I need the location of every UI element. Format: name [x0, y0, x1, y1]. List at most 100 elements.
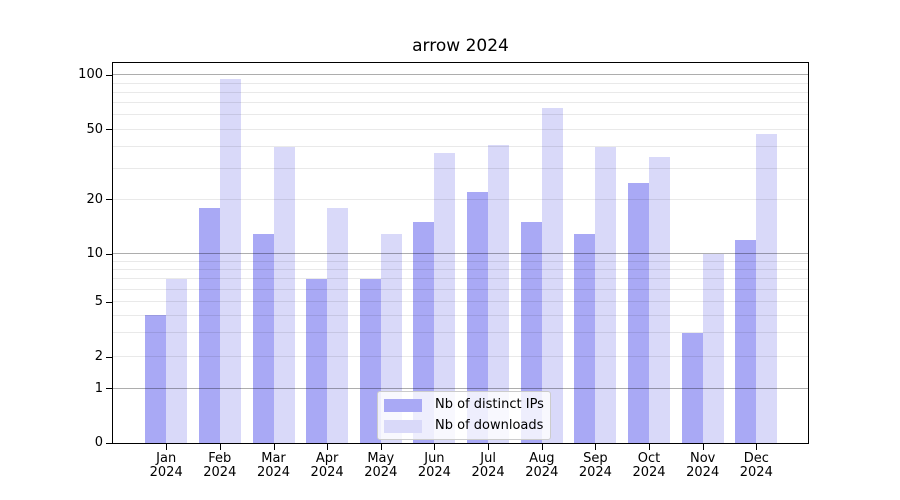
xtick-month: Aug	[529, 451, 555, 466]
gridline-minor-80	[113, 91, 808, 93]
xtick-month: Jun	[424, 451, 445, 466]
plot-area: Nb of distinct IPs Nb of downloads	[112, 62, 809, 444]
gridline-minor-3	[113, 331, 808, 333]
xtick-year: 2024	[310, 465, 344, 480]
xtick-year: 2024	[203, 465, 237, 480]
xtick-mark-apr	[327, 444, 329, 450]
ytick-label-0: 0	[94, 435, 103, 450]
xtick-year: 2024	[364, 465, 398, 480]
xtick-label-apr: Apr 2024	[297, 452, 357, 480]
xtick-year: 2024	[417, 465, 451, 480]
bar-downloads-may	[380, 234, 402, 443]
bar-ips-jun	[413, 222, 435, 443]
ytick-label-100: 100	[78, 67, 103, 83]
legend-label-ips: Nb of distinct IPs	[435, 397, 544, 412]
gridline-minor-90	[113, 82, 808, 84]
gridline-major-10	[113, 253, 808, 255]
xtick-year: 2024	[739, 465, 773, 480]
legend-swatch-ips	[384, 398, 422, 412]
xtick-mark-nov	[702, 444, 704, 450]
xtick-month: Nov	[690, 451, 716, 466]
ytick-label-2: 2	[94, 349, 103, 365]
xtick-label-aug: Aug 2024	[512, 452, 572, 480]
bar-ips-may	[359, 279, 381, 443]
bar-ips-jul	[467, 192, 489, 443]
xtick-label-dec: Dec 2024	[726, 452, 786, 480]
gridline-minor-2	[113, 356, 808, 358]
xtick-label-feb: Feb 2024	[190, 452, 250, 480]
xtick-month: Feb	[208, 451, 232, 466]
gridline-minor-20	[113, 198, 808, 200]
legend-label-downloads: Nb of downloads	[435, 418, 544, 433]
xtick-label-sep: Sep 2024	[565, 452, 625, 480]
bar-ips-oct	[628, 183, 650, 443]
xtick-month: Sep	[583, 451, 608, 466]
bar-ips-dec	[735, 240, 757, 443]
legend-swatch-downloads	[384, 419, 422, 433]
xtick-mark-sep	[595, 444, 597, 450]
gridline-major-100	[113, 74, 808, 76]
xtick-year: 2024	[525, 465, 559, 480]
xtick-month: Oct	[637, 451, 661, 466]
bar-downloads-aug	[541, 108, 563, 443]
ytick-mark-2	[106, 356, 112, 358]
xtick-mark-dec	[756, 444, 758, 450]
legend-row-downloads: Nb of downloads	[384, 418, 544, 434]
xtick-month: Apr	[315, 451, 339, 466]
bar-ips-apr	[306, 279, 328, 443]
ytick-label-50: 50	[86, 121, 103, 137]
xtick-mark-jun	[434, 444, 436, 450]
bar-downloads-sep	[595, 147, 617, 443]
bar-downloads-dec	[756, 134, 778, 443]
ytick-mark-50	[106, 129, 112, 131]
bar-downloads-oct	[649, 157, 671, 443]
legend: Nb of distinct IPs Nb of downloads	[377, 391, 551, 440]
xtick-mark-oct	[649, 444, 650, 450]
gridline-minor-5	[113, 301, 808, 303]
gridline-minor-40	[113, 145, 808, 147]
bar-downloads-jan	[166, 279, 188, 443]
xtick-month: Jan	[156, 451, 177, 466]
xtick-mark-mar	[273, 444, 275, 450]
xtick-label-jan: Jan 2024	[136, 452, 196, 480]
ytick-mark-0	[106, 442, 112, 444]
xtick-label-mar: Mar 2024	[244, 452, 304, 480]
bar-ips-nov	[681, 333, 703, 443]
gridline-minor-4	[113, 314, 808, 316]
xtick-year: 2024	[578, 465, 612, 480]
bar-downloads-jul	[488, 145, 510, 443]
xtick-year: 2024	[686, 465, 720, 480]
bar-downloads-apr	[327, 208, 349, 443]
bar-downloads-nov	[702, 254, 724, 443]
xtick-label-may: May 2024	[351, 452, 411, 480]
ytick-label-10: 10	[86, 246, 103, 262]
bar-downloads-mar	[273, 147, 295, 443]
ytick-mark-10	[106, 253, 112, 255]
bar-ips-aug	[520, 222, 542, 443]
ytick-label-1: 1	[94, 380, 103, 396]
bar-downloads-jun	[434, 153, 456, 443]
xtick-year: 2024	[256, 465, 291, 480]
gridline-major-1	[113, 387, 808, 389]
gridline-minor-9	[113, 260, 808, 262]
bar-ips-jan	[145, 315, 167, 443]
xtick-label-jul: Jul 2024	[458, 452, 518, 480]
xtick-month: Jul	[480, 451, 496, 466]
gridline-minor-70	[113, 102, 808, 104]
xtick-month: Dec	[743, 451, 769, 466]
bar-ips-feb	[198, 208, 220, 443]
ytick-mark-100	[106, 74, 112, 76]
bar-ips-sep	[574, 234, 596, 443]
chart-title: arrow 2024	[412, 36, 509, 56]
gridline-minor-30	[113, 167, 808, 169]
gridline-minor-60	[113, 114, 808, 116]
xtick-mark-aug	[541, 444, 543, 450]
xtick-month: Mar	[261, 451, 286, 466]
ytick-mark-20	[106, 199, 112, 201]
ytick-mark-5	[106, 301, 112, 303]
ytick-mark-1	[106, 388, 112, 390]
xtick-mark-may	[380, 444, 382, 450]
gridline-minor-8	[113, 268, 808, 270]
ytick-label-20: 20	[86, 191, 103, 207]
